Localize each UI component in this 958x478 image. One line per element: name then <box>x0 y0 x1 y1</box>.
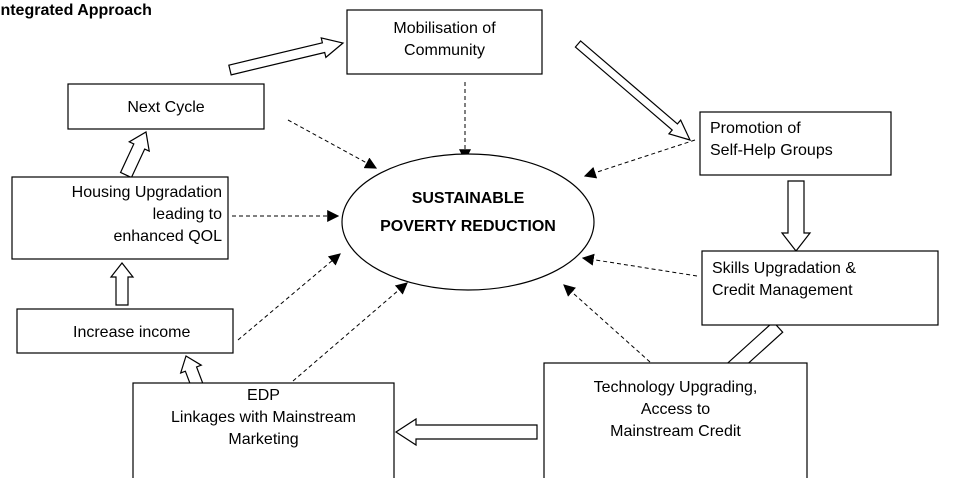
node-label: Linkages with Mainstream <box>171 409 356 426</box>
node-label: Community <box>404 42 485 59</box>
block-arrow <box>119 131 151 179</box>
center-ellipse <box>341 153 595 291</box>
node-label: Promotion of <box>710 120 801 137</box>
node-label: Housing Upgradation <box>72 184 222 201</box>
node-label: Technology Upgrading, <box>594 379 758 396</box>
layer: SUSTAINABLE POVERTY REDUCTION Mobilisation… <box>11 9 939 478</box>
node-box <box>543 362 808 478</box>
node-label: leading to <box>153 206 222 223</box>
dashed-arrow <box>583 139 696 179</box>
block-arrow <box>780 180 812 252</box>
node-label: Skills Upgradation & <box>712 260 856 277</box>
block-arrow <box>394 417 538 447</box>
center-label: POVERTY REDUCTION <box>380 218 556 235</box>
node-box <box>346 9 543 75</box>
node-label: Marketing <box>228 431 298 448</box>
dashed-arrow <box>563 284 651 363</box>
block-arrow <box>228 37 345 76</box>
node-box <box>701 250 939 326</box>
block-arrow <box>109 262 135 306</box>
node-label: enhanced QOL <box>113 228 222 245</box>
node-label: Access to <box>641 401 710 418</box>
node-label: Increase income <box>73 324 190 341</box>
node-label: Mobilisation of <box>393 20 496 37</box>
node-label: Mainstream Credit <box>610 423 741 440</box>
node-box <box>67 83 265 130</box>
node-box <box>132 382 395 478</box>
node-label: Self-Help Groups <box>710 142 833 159</box>
block-arrow <box>574 40 692 141</box>
node-box <box>699 111 892 176</box>
dashed-arrow <box>287 119 378 169</box>
node-label: Next Cycle <box>127 99 204 116</box>
dashed-arrow <box>292 282 408 382</box>
node-label: Credit Management <box>712 282 853 299</box>
dashed-arrow <box>237 253 341 341</box>
center-label: SUSTAINABLE <box>412 190 525 207</box>
title: Integrated Approach <box>0 2 152 19</box>
node-box <box>16 308 234 354</box>
dashed-arrow <box>581 253 698 277</box>
node-label: EDP <box>247 387 280 404</box>
node-box <box>11 176 229 260</box>
